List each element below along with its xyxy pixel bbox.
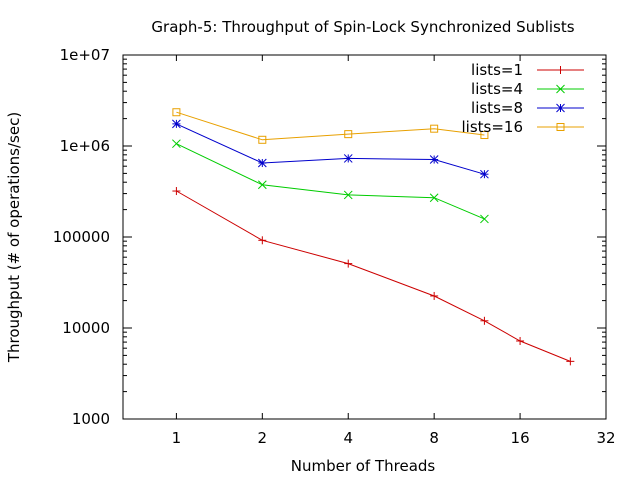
legend-label: lists=16: [461, 118, 523, 136]
x-axis: 1 2 4 8 16 32: [172, 55, 616, 447]
series-line: [176, 111, 485, 141]
series-line: [176, 123, 485, 175]
x-tick-label: 2: [258, 429, 268, 447]
data-point: [430, 291, 439, 300]
data-point: [429, 155, 439, 164]
series-line: [176, 190, 571, 362]
y-axis-label: Throughput (# of operations/sec): [5, 112, 23, 363]
data-point: [172, 108, 181, 117]
y-tick-label: 1000: [72, 410, 110, 428]
data-point: [480, 131, 489, 140]
data-point: [343, 190, 353, 200]
x-tick-label: 32: [596, 429, 615, 447]
legend-marker: [556, 84, 565, 94]
data-point: [480, 214, 489, 224]
series-lists-8: [172, 119, 489, 179]
legend-label: lists=4: [471, 80, 523, 98]
plot-frame: [122, 54, 607, 420]
chart-title: Graph-5: Throughput of Spin-Lock Synchro…: [151, 18, 574, 36]
y-axis: 1000 10000 100000 1e+06 1e+07: [53, 46, 606, 428]
legend-label: lists=1: [471, 61, 523, 79]
data-point: [480, 316, 489, 325]
data-point: [257, 158, 267, 168]
series-lists-4: [172, 139, 489, 224]
legend-label: lists=8: [471, 99, 523, 117]
data-point: [429, 193, 439, 203]
legend-marker: [556, 103, 565, 113]
x-tick-label: 8: [429, 429, 439, 447]
series-lists-1: [172, 187, 575, 366]
y-tick-label: 100000: [53, 228, 110, 246]
data-point: [258, 135, 267, 144]
data-point: [172, 119, 181, 129]
data-point: [480, 169, 489, 179]
legend-marker: [556, 123, 565, 131]
x-tick-label: 1: [172, 429, 182, 447]
y-tick-label: 1e+07: [60, 46, 110, 64]
data-point: [566, 357, 575, 366]
legend-marker: [556, 66, 565, 74]
series-layer: [172, 108, 575, 366]
data-point: [258, 236, 267, 245]
data-point: [344, 130, 353, 139]
data-point: [343, 154, 353, 163]
data-point: [430, 124, 439, 133]
series-lists-16: [172, 108, 489, 144]
data-point: [257, 180, 267, 190]
data-point: [516, 336, 525, 345]
data-point: [172, 187, 181, 196]
y-tick-label: 1e+06: [60, 137, 110, 155]
x-tick-label: 16: [511, 429, 530, 447]
x-axis-label: Number of Threads: [291, 457, 436, 475]
series-line: [176, 143, 485, 220]
data-point: [172, 139, 181, 149]
y-tick-label: 10000: [62, 319, 110, 337]
x-tick-label: 4: [343, 429, 353, 447]
data-point: [344, 259, 353, 268]
